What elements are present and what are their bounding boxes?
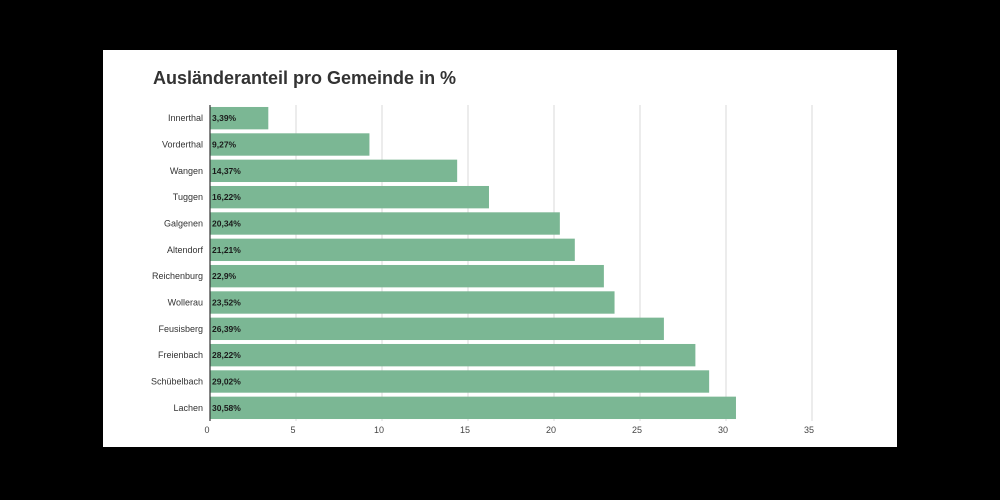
x-tick-label: 15 xyxy=(460,425,470,435)
x-tick-label: 10 xyxy=(374,425,384,435)
x-tick-label: 5 xyxy=(290,425,295,435)
grid-lines xyxy=(295,105,813,421)
category-label: Wollerau xyxy=(168,298,203,308)
category-label: Reichenburg xyxy=(152,271,203,281)
data-label: 30,58% xyxy=(212,403,241,413)
data-label: 3,39% xyxy=(212,113,237,123)
category-label: Freienbach xyxy=(158,350,203,360)
bar xyxy=(210,106,269,130)
bar xyxy=(210,291,615,314)
category-label: Altendorf xyxy=(167,245,204,255)
data-label: 21,21% xyxy=(212,245,241,255)
x-tick-label: 0 xyxy=(204,425,209,435)
data-label: 9,27% xyxy=(212,140,237,150)
bar xyxy=(210,212,560,235)
x-tick-label: 30 xyxy=(718,425,728,435)
category-label: Feusisberg xyxy=(158,324,203,334)
bar-chart: 3,39% 9,27% 14,37% 16,22% 20,34% 21,21% 22,9% 2… xyxy=(151,105,814,435)
bar xyxy=(210,317,664,341)
bar xyxy=(210,343,696,367)
bar xyxy=(210,185,489,209)
x-tick-label: 25 xyxy=(632,425,642,435)
chart-title: Ausländeranteil pro Gemeinde in % xyxy=(153,68,457,88)
category-label: Tuggen xyxy=(173,192,203,202)
bar xyxy=(210,396,736,420)
data-label: 28,22% xyxy=(212,350,241,360)
chart-card: Ausländeranteil pro Gemeinde in % 3,39% 9… xyxy=(103,50,897,447)
data-label: 26,39% xyxy=(212,324,241,334)
data-label: 23,52% xyxy=(212,298,241,308)
bar xyxy=(210,238,575,262)
category-label: Lachen xyxy=(173,403,203,413)
data-label: 29,02% xyxy=(212,377,241,387)
bar xyxy=(210,264,604,288)
x-tick-label: 35 xyxy=(804,425,814,435)
data-label: 22,9% xyxy=(212,271,237,281)
bar xyxy=(210,370,710,393)
data-label: 20,34% xyxy=(212,219,241,229)
x-tick-label: 20 xyxy=(546,425,556,435)
bars: 3,39% 9,27% 14,37% 16,22% 20,34% 21,21% 22,9% 2… xyxy=(210,106,736,420)
category-label: Wangen xyxy=(170,166,203,176)
category-label: Schübelbach xyxy=(151,377,203,387)
bar xyxy=(210,159,458,183)
axes: 0 5 10 15 20 25 30 35 Innerthal Vorderthal Wangen T… xyxy=(151,105,814,435)
category-label: Vorderthal xyxy=(162,140,203,150)
data-label: 16,22% xyxy=(212,192,241,202)
category-label: Galgenen xyxy=(164,219,203,229)
category-label: Innerthal xyxy=(168,113,203,123)
bar xyxy=(210,133,370,156)
data-label: 14,37% xyxy=(212,166,241,176)
